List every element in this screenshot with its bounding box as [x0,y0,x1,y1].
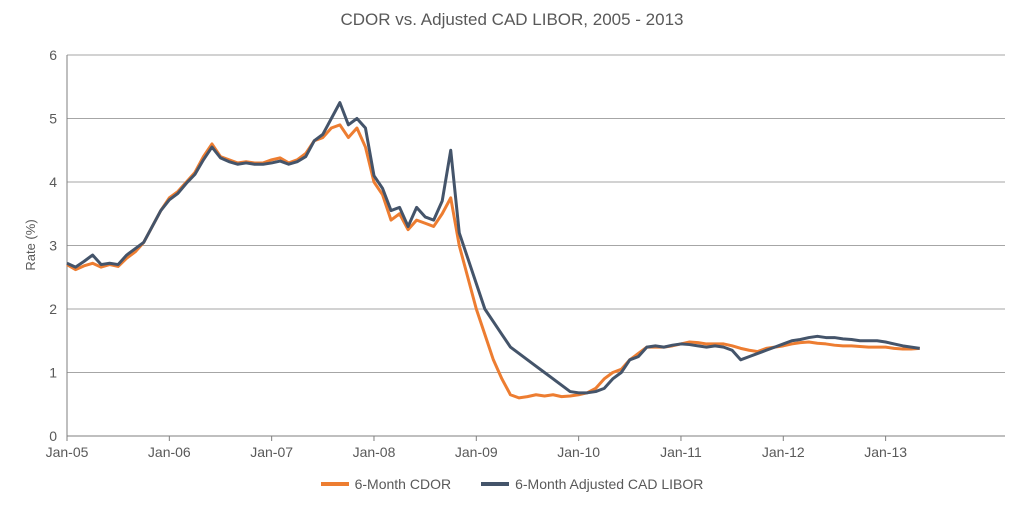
y-axis-title: Rate (%) [23,219,38,270]
legend-item-cdor: 6-Month CDOR [320,476,452,492]
axis-layer: 0 1 2 3 4 5 6 Jan-05 Jan-06 Jan-07 Jan-08 Jan-09 Jan… [46,47,1005,460]
y-tick-label: 1 [49,365,57,381]
chart-title: CDOR vs. Adjusted CAD LIBOR, 2005 - 2013 [340,10,684,29]
series-line-1 [66,101,920,395]
x-tick-label: Jan-09 [455,444,498,460]
y-tick-label: 4 [49,174,57,190]
series-layer [66,101,920,400]
x-tick-label: Jan-07 [250,444,293,460]
series-line-0 [66,123,920,400]
x-tick-label: Jan-06 [148,444,191,460]
legend: 6-Month CDOR 6-Month Adjusted CAD LIBOR [0,476,1024,492]
x-tick-label: Jan-10 [557,444,600,460]
x-tick-label: Jan-08 [353,444,396,460]
y-tick-label: 6 [49,47,57,63]
grid-layer [67,54,1005,373]
x-tick-label: Jan-11 [660,444,702,460]
y-tick-label: 0 [49,428,57,444]
x-tick-label: Jan-13 [864,444,907,460]
y-tick-label: 2 [49,301,57,317]
y-tick-label: 3 [49,238,57,254]
x-tick-label: Jan-05 [46,444,89,460]
y-tick-label: 5 [49,111,57,127]
legend-item-libor: 6-Month Adjusted CAD LIBOR [481,476,703,492]
legend-swatch-libor [481,482,510,486]
legend-label-libor: 6-Month Adjusted CAD LIBOR [515,476,704,492]
legend-label-cdor: 6-Month CDOR [354,476,452,492]
legend-swatch-cdor [320,482,349,486]
x-tick-label: Jan-12 [762,444,805,460]
